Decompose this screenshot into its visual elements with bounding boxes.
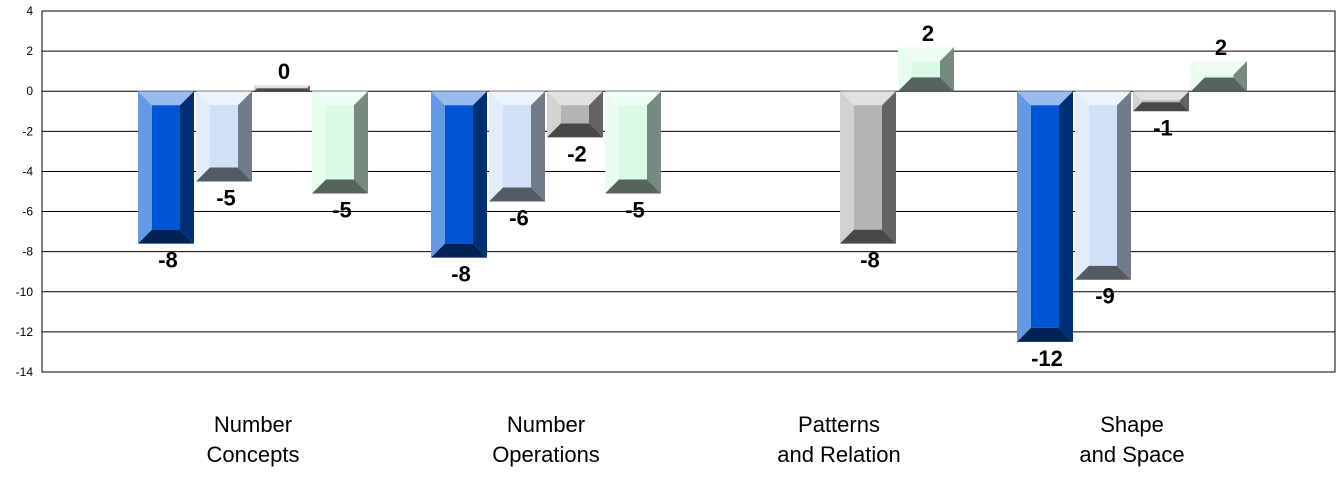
y-tick-label: -4 [22, 164, 33, 178]
data-label: -5 [216, 185, 236, 210]
x-category-label: Patterns and Relation [777, 412, 901, 467]
bar [489, 91, 545, 202]
data-label: 2 [1215, 35, 1227, 60]
y-tick-label: -12 [16, 325, 34, 339]
y-tick-label: -14 [16, 365, 34, 379]
bars [138, 47, 1247, 342]
bar [196, 91, 252, 182]
bar [138, 91, 194, 244]
bar [1075, 91, 1131, 280]
y-tick-label: -2 [22, 124, 33, 138]
category-labels: Number Concepts Number Operations Patterns an… [207, 412, 1185, 467]
bar [312, 91, 368, 194]
data-label: -9 [1095, 284, 1115, 309]
y-axis-ticks: 4 2 0 -2 -4 -6 -8 -10 -12 -14 [16, 4, 34, 379]
y-tick-label: 2 [26, 44, 33, 58]
data-label: -12 [1031, 346, 1063, 371]
x-category-label: Number Operations [492, 412, 600, 467]
plot-frame [41, 10, 1336, 373]
data-label: -2 [567, 141, 587, 166]
y-tick-label: 0 [26, 84, 33, 98]
data-label: -8 [451, 262, 471, 287]
bar [431, 91, 487, 258]
y-tick-label: -6 [22, 205, 33, 219]
grid-lines [41, 10, 1336, 373]
data-label: -6 [509, 206, 529, 231]
data-label: 0 [278, 59, 290, 84]
data-label: -5 [625, 198, 645, 223]
data-label: 2 [922, 21, 934, 46]
y-tick-label: 4 [26, 4, 33, 18]
data-label: -8 [860, 248, 880, 273]
y-tick-label: -8 [22, 245, 33, 259]
bar [605, 91, 661, 194]
data-label: -1 [1153, 115, 1173, 140]
data-label: -5 [332, 198, 352, 223]
bar [1133, 91, 1189, 112]
x-category-label: Number Concepts [207, 412, 300, 467]
bar [840, 91, 896, 244]
data-label: -8 [158, 248, 178, 273]
bar [1017, 91, 1073, 342]
y-tick-label: -10 [16, 285, 34, 299]
x-category-label: Shape and Space [1079, 412, 1184, 467]
bar [254, 85, 310, 92]
bar [1191, 61, 1247, 92]
bar [898, 47, 954, 92]
data-labels: -8 -8 -12 -5 -6 -9 0 -2 -8 -1 -5 -5 2 2 [158, 21, 1227, 371]
bar [547, 91, 603, 138]
